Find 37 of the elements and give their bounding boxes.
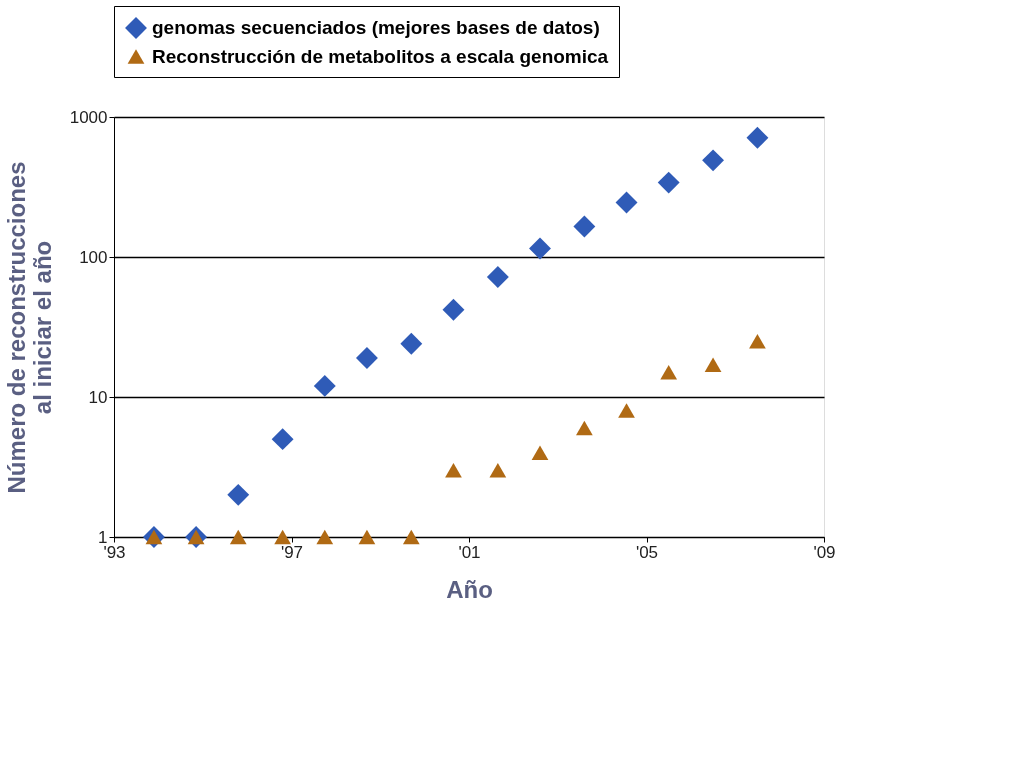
point [615, 191, 638, 214]
point [486, 266, 509, 288]
x-tick-label: '97 [280, 542, 304, 562]
point [445, 462, 462, 478]
point [442, 298, 465, 321]
point [316, 529, 334, 545]
y-axis-title: Número de reconstrucciones al iniciar el año [2, 161, 56, 494]
x-tick-label: '05 [635, 542, 659, 562]
point [274, 529, 291, 545]
y-tick-label: 1000 [69, 107, 108, 127]
point [660, 365, 678, 380]
point [358, 529, 376, 545]
point [313, 374, 336, 397]
point [529, 237, 551, 260]
legend-label: Reconstrucción de metabolitos a escala genomica [152, 45, 609, 67]
point [576, 420, 593, 436]
y-tick-label: 10 [88, 387, 108, 407]
point [657, 171, 680, 194]
point [704, 357, 722, 372]
x-tick-label: '09 [813, 542, 836, 562]
point [271, 428, 294, 451]
point [746, 126, 769, 149]
x-tick-label: '01 [458, 542, 481, 562]
point [749, 334, 766, 349]
point [402, 529, 420, 545]
point [573, 215, 596, 238]
y-tick-label: 100 [79, 247, 108, 267]
point [229, 529, 247, 545]
point [618, 403, 635, 418]
point [531, 445, 549, 460]
point [400, 332, 423, 355]
point [227, 483, 250, 506]
point [355, 347, 378, 369]
x-axis-title: Año [446, 575, 493, 603]
point [489, 462, 507, 478]
legend-label: genomas secuenciados (mejores bases de datos) [152, 17, 600, 38]
point [702, 149, 725, 172]
